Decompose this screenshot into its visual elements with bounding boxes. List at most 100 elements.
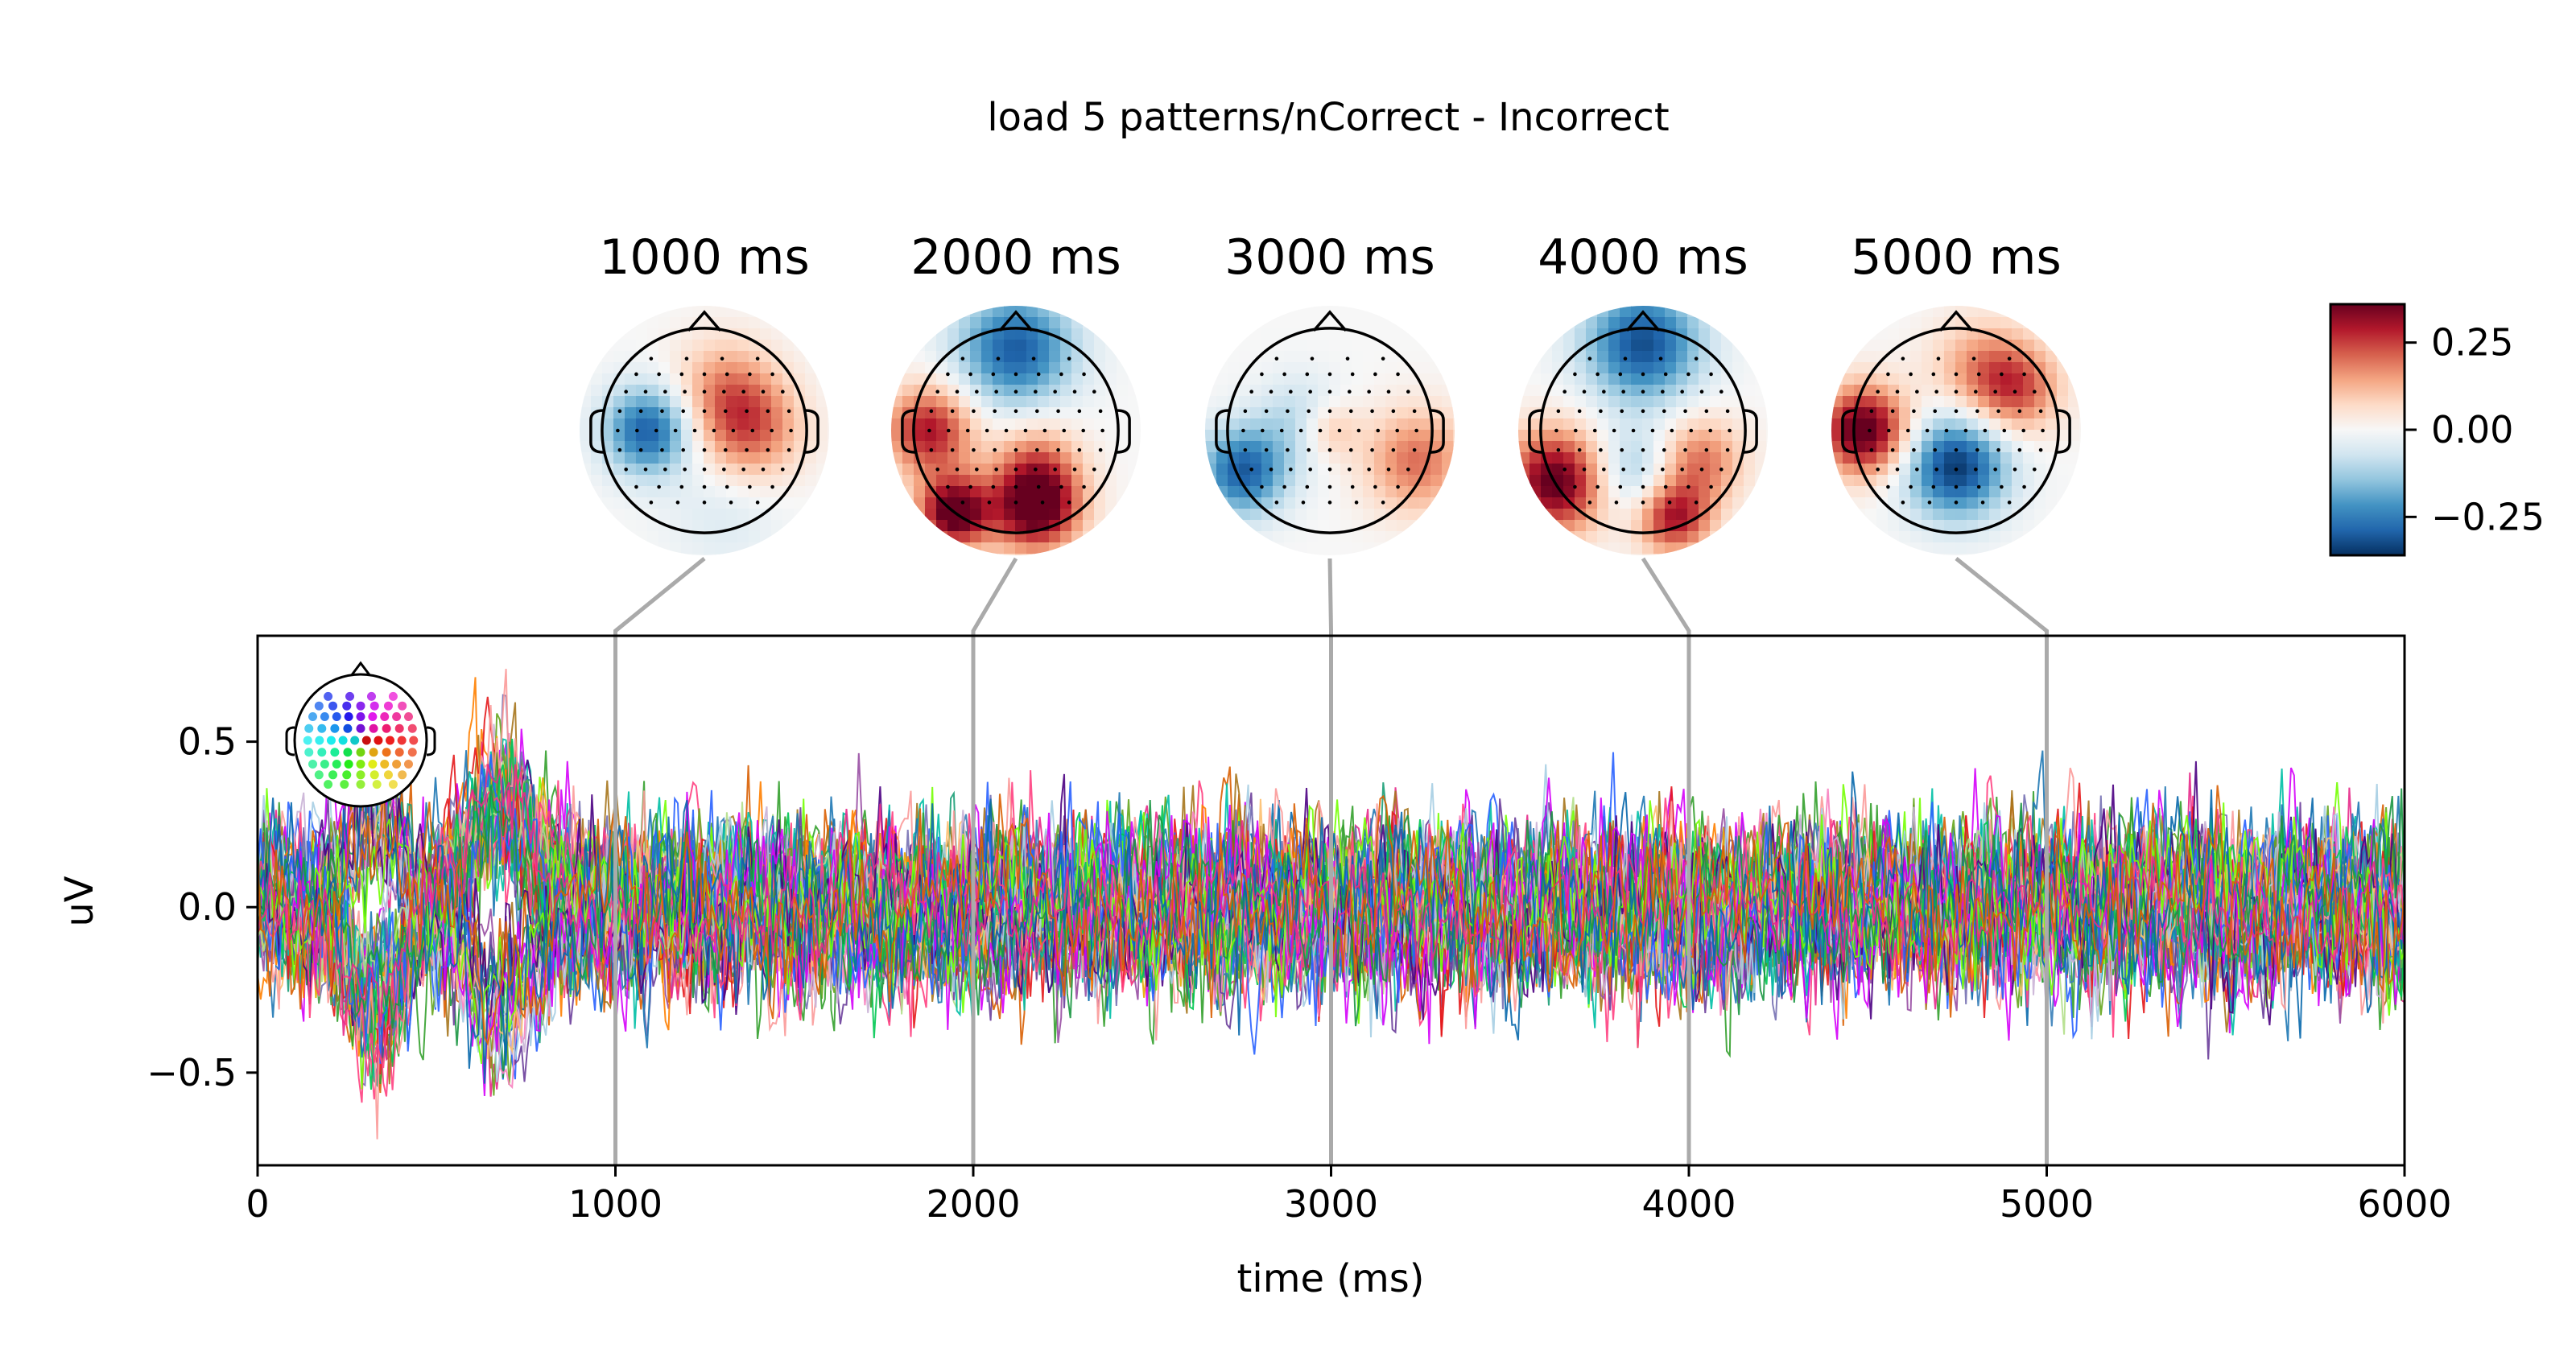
sensor-dot <box>1067 357 1071 361</box>
sensor-dot <box>1686 484 1690 489</box>
sensor-dot <box>1554 428 1558 433</box>
nose <box>1312 310 1348 332</box>
colorbar-tick-label: −0.25 <box>2431 495 2545 538</box>
sensor-dot <box>1689 428 1694 433</box>
sensor-dot <box>1406 390 1410 394</box>
inset-sensor-dot <box>356 770 365 780</box>
sensor-dot <box>1274 357 1279 361</box>
sensor-dot <box>1327 501 1332 505</box>
sensor-dot <box>946 484 950 489</box>
colorbar-tick-label: 0.00 <box>2431 408 2513 451</box>
sensor-dot <box>1933 447 1938 452</box>
sensor-dot <box>1310 357 1315 361</box>
inset-sensor-dot <box>403 711 413 721</box>
sensor-dot <box>1663 484 1668 489</box>
inset-sensor-dot <box>397 736 407 745</box>
sensor-dot <box>1662 447 1666 452</box>
sensor-dot <box>1386 467 1391 472</box>
sensor-dot <box>1243 447 1248 452</box>
inset-sensor-dot <box>330 723 340 733</box>
sensor-dot <box>1663 372 1668 377</box>
sensor-dot <box>1694 357 1699 361</box>
inset-sensor-dot <box>380 760 390 769</box>
sensor-dot <box>1974 390 1978 394</box>
sensor-dot <box>1260 372 1264 377</box>
sensor-dot <box>2038 409 2043 414</box>
right-ear <box>805 409 819 454</box>
sensor-dot <box>770 428 774 433</box>
y-tick-label: −0.5 <box>147 1051 237 1094</box>
sensor-dot <box>1327 409 1332 414</box>
sensor-dot <box>770 372 774 377</box>
sensor-dot <box>1577 447 1582 452</box>
y-tick-label: 0.5 <box>178 720 237 764</box>
sensor-dot <box>1954 372 1959 377</box>
sensor-dot <box>1709 484 1713 489</box>
sensor-dot <box>681 447 686 452</box>
sensor-dot <box>1350 372 1355 377</box>
inset-sensor-dot <box>330 748 340 757</box>
x-tick-label: 2000 <box>926 1182 1020 1226</box>
sensor-dot <box>1954 484 1959 489</box>
inset-sensor-dot <box>317 748 327 757</box>
inset-sensor-dot <box>369 770 379 780</box>
sensor-dot <box>1370 447 1374 452</box>
sensor-dot <box>1082 372 1086 377</box>
sensor-dot <box>1260 484 1264 489</box>
sensor-dot <box>1036 372 1041 377</box>
sensor-dot <box>1305 372 1310 377</box>
inset-sensor-dot <box>344 760 353 769</box>
sensor-dot <box>2017 447 2022 452</box>
sensor-dot <box>1704 409 1709 414</box>
sensor-dot <box>702 447 707 452</box>
sensor-dot <box>1925 428 1930 433</box>
sensor-dot <box>1269 467 1274 472</box>
right-ear <box>2057 409 2071 454</box>
sensor-dot <box>1602 390 1606 394</box>
sensor-dot <box>1869 409 1874 414</box>
sensor-dot <box>1614 501 1619 505</box>
sensor-dot <box>1373 372 1377 377</box>
sensor-dot <box>1912 447 1916 452</box>
sensor-dot <box>1876 467 1880 472</box>
inset-sensor-dot <box>314 701 324 711</box>
sensor-dot <box>1412 447 1417 452</box>
sensor-dot <box>1574 428 1578 433</box>
sensor-dot <box>1954 501 1959 505</box>
sensor-dot <box>1013 409 1018 414</box>
inset-right-ear <box>426 726 436 756</box>
sensor-dot <box>1391 447 1396 452</box>
inset-sensor-dot <box>332 711 341 721</box>
right-ear <box>1430 409 1445 454</box>
inset-sensor-dot <box>343 723 353 733</box>
inset-sensor-dot <box>356 701 365 711</box>
inset-sensor-dot <box>343 748 353 757</box>
sensor-dot <box>1013 372 1018 377</box>
sensor-dot <box>1680 390 1684 394</box>
sensor-dot <box>724 372 729 377</box>
sensor-dot <box>1004 428 1009 433</box>
sensor-dot <box>1345 357 1350 361</box>
sensor-dot <box>1034 447 1039 452</box>
topomap-time-label: 5000 ms <box>1851 229 2061 286</box>
sensor-dot <box>1249 390 1253 394</box>
inset-head-outline <box>293 673 428 808</box>
sensor-dot <box>1573 372 1577 377</box>
sensor-dot <box>683 467 687 472</box>
sensor-dot <box>1719 390 1724 394</box>
sensor-dot <box>1599 447 1603 452</box>
sensor-dot <box>1915 467 1919 472</box>
inset-sensor-dot <box>374 736 383 745</box>
sensor-dot <box>1725 409 1730 414</box>
sensor-dot <box>660 447 664 452</box>
sensor-dot <box>649 501 654 505</box>
sensor-dot <box>2033 467 2037 472</box>
x-axis-ticks: 0 1000 2000 3000 4000 5000 6000 <box>246 1165 2452 1226</box>
sensor-dot <box>1725 447 1730 452</box>
colorbar-tick-label: 0.25 <box>2431 321 2513 365</box>
sensor-dot <box>741 467 745 472</box>
sensor-dot <box>1931 372 1936 377</box>
sensor-dot <box>1596 484 1600 489</box>
sensor-dot <box>1886 372 1890 377</box>
sensor-dot <box>1013 467 1018 472</box>
